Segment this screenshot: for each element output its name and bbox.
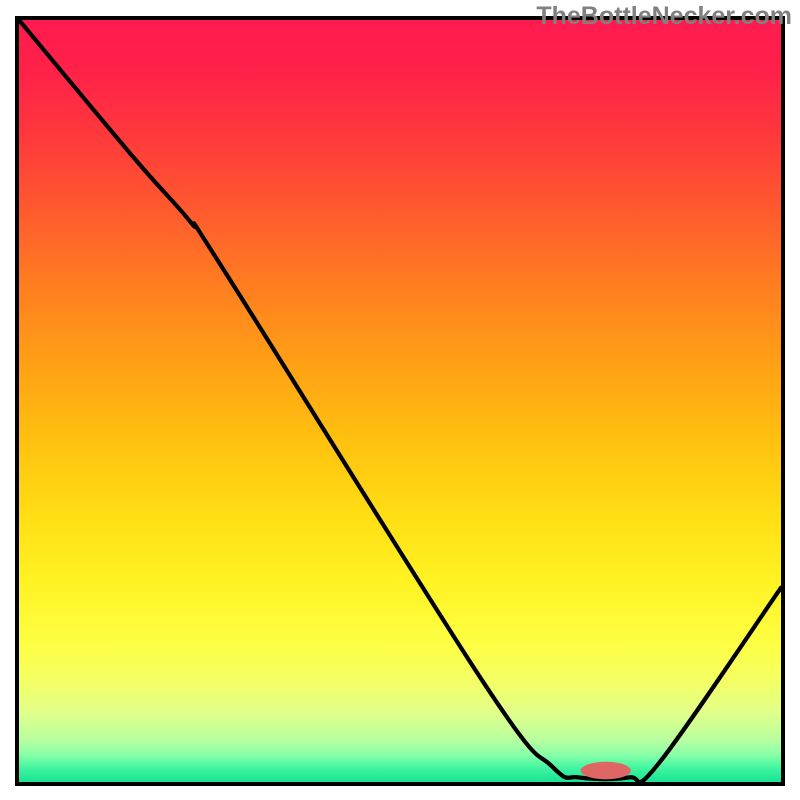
bottleneck-curve-chart [0, 0, 800, 800]
watermark-text: TheBottleNecker.com [536, 2, 792, 31]
optimal-marker [581, 762, 631, 780]
chart-container: { "chart": { "type": "line-over-gradient… [0, 0, 800, 800]
gradient-background [19, 20, 781, 782]
